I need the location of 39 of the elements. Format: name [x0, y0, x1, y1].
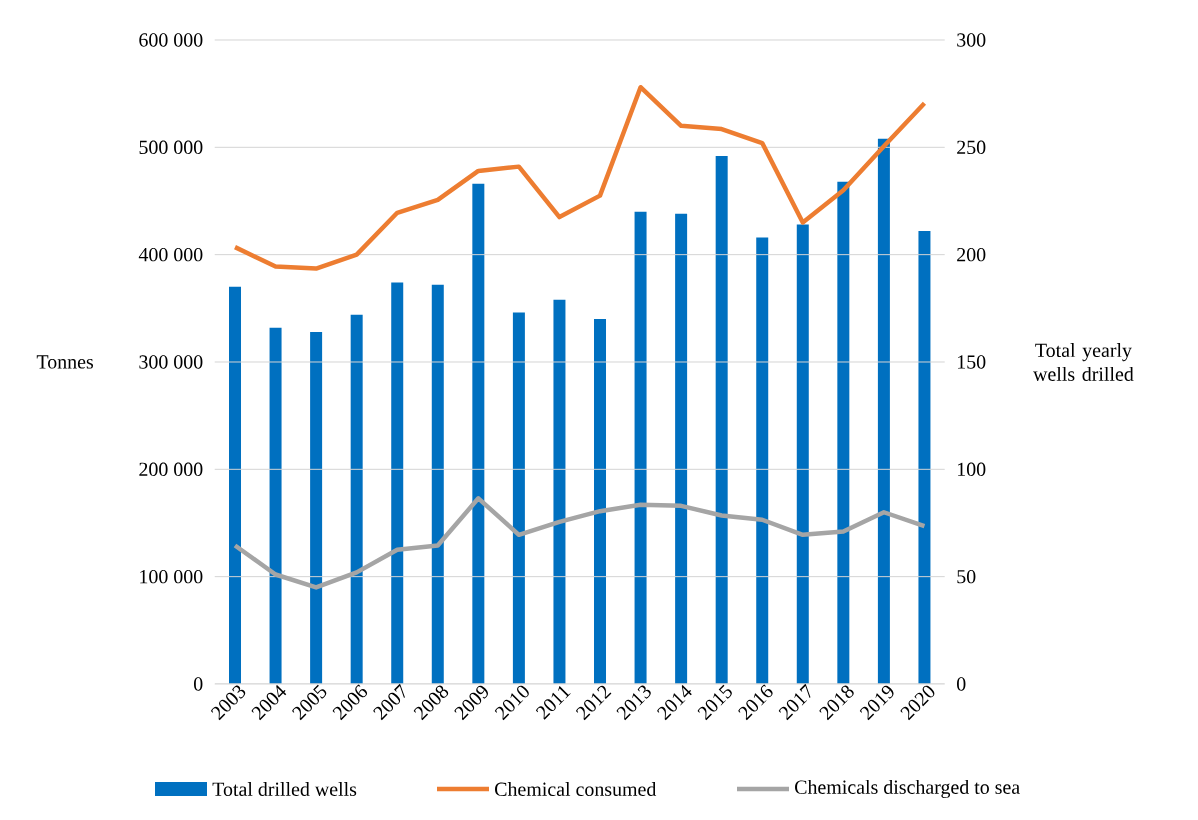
y-tick-label: 600 000 — [139, 33, 203, 47]
bar — [918, 231, 931, 684]
bar — [512, 312, 525, 684]
y-tick-label: 300 000 — [139, 355, 203, 369]
bar — [350, 314, 363, 684]
bar — [229, 286, 242, 684]
y-tick-label: 400 000 — [138, 247, 203, 262]
y-tick-label: 100 000 — [140, 569, 203, 584]
bar — [837, 181, 850, 684]
y-axis-title: Tonnes — [36, 355, 94, 369]
y2-tick-label: 200 — [957, 247, 986, 262]
bar — [431, 284, 444, 684]
bar — [553, 299, 566, 684]
bar — [715, 155, 728, 684]
y2-tick-label: 150 — [958, 355, 986, 369]
bar — [796, 224, 809, 684]
legend-label: Chemical consumed — [495, 781, 657, 796]
y-tick-label: 500 000 — [139, 140, 203, 155]
bar — [472, 183, 485, 684]
bar — [391, 282, 404, 684]
y-tick-label: 0 — [194, 677, 203, 691]
y2-tick-label: 250 — [957, 140, 986, 155]
y2-tick-label: 300 — [957, 33, 986, 47]
bar — [594, 319, 607, 684]
line-series — [232, 496, 927, 590]
bar — [269, 327, 282, 684]
bar — [877, 138, 890, 684]
y2-tick-label: 0 — [957, 677, 966, 691]
bar — [675, 213, 688, 684]
y-tick-label: 200 000 — [139, 462, 203, 477]
legend-label: Total drilled wells — [212, 781, 357, 796]
legend-label: Chemicals discharged to sea — [795, 779, 1020, 799]
line-series — [232, 84, 927, 271]
bar — [756, 237, 769, 684]
y2-axis-title: Total yearly wells drilled — [1033, 343, 1134, 381]
bar — [634, 211, 647, 684]
bar — [310, 331, 323, 684]
y2-tick-label: 100 — [958, 462, 986, 477]
y2-tick-label: 50 — [957, 569, 976, 584]
